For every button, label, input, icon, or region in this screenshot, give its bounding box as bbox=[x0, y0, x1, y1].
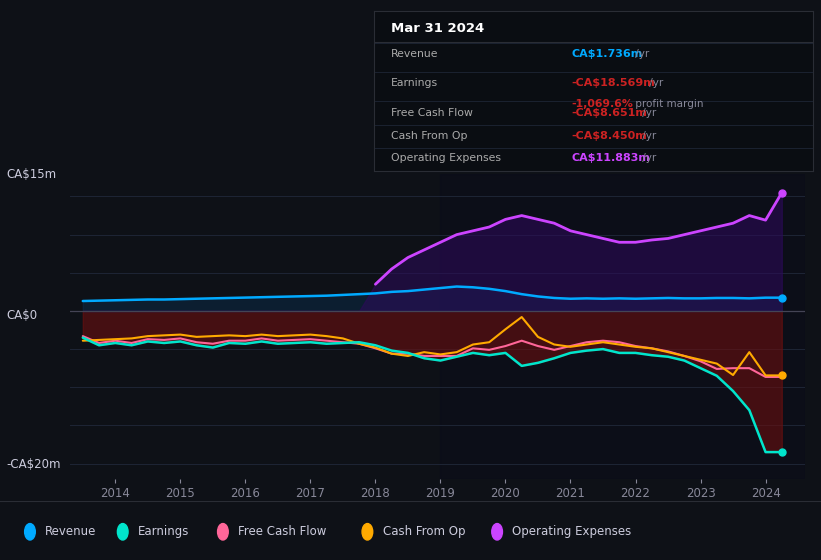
Text: -CA$18.569m: -CA$18.569m bbox=[571, 78, 655, 88]
Text: Revenue: Revenue bbox=[391, 49, 438, 59]
Text: /yr: /yr bbox=[646, 78, 663, 88]
Text: Free Cash Flow: Free Cash Flow bbox=[238, 525, 327, 538]
Text: /yr: /yr bbox=[640, 130, 657, 141]
Text: CA$0: CA$0 bbox=[7, 309, 38, 322]
Bar bbox=[440, 174, 805, 479]
Text: Earnings: Earnings bbox=[391, 78, 438, 88]
Text: /yr: /yr bbox=[640, 153, 657, 163]
Text: Earnings: Earnings bbox=[138, 525, 190, 538]
Text: Operating Expenses: Operating Expenses bbox=[391, 153, 501, 163]
Text: Revenue: Revenue bbox=[45, 525, 97, 538]
Text: -CA$8.651m: -CA$8.651m bbox=[571, 108, 647, 118]
Text: CA$11.883m: CA$11.883m bbox=[571, 153, 650, 163]
Text: Cash From Op: Cash From Op bbox=[383, 525, 465, 538]
Ellipse shape bbox=[492, 524, 502, 540]
Text: Cash From Op: Cash From Op bbox=[391, 130, 468, 141]
Ellipse shape bbox=[25, 524, 35, 540]
Text: -CA$8.450m: -CA$8.450m bbox=[571, 130, 647, 141]
Text: CA$1.736m: CA$1.736m bbox=[571, 49, 643, 59]
Text: /yr: /yr bbox=[632, 49, 649, 59]
Text: profit margin: profit margin bbox=[632, 99, 704, 109]
Ellipse shape bbox=[117, 524, 128, 540]
Text: Operating Expenses: Operating Expenses bbox=[512, 525, 631, 538]
Text: /yr: /yr bbox=[640, 108, 657, 118]
Ellipse shape bbox=[218, 524, 228, 540]
Text: Mar 31 2024: Mar 31 2024 bbox=[391, 22, 484, 35]
Ellipse shape bbox=[362, 524, 373, 540]
Text: -CA$20m: -CA$20m bbox=[7, 458, 61, 472]
Text: CA$15m: CA$15m bbox=[7, 168, 57, 181]
Text: -1,069.6%: -1,069.6% bbox=[571, 99, 633, 109]
Text: Free Cash Flow: Free Cash Flow bbox=[391, 108, 473, 118]
